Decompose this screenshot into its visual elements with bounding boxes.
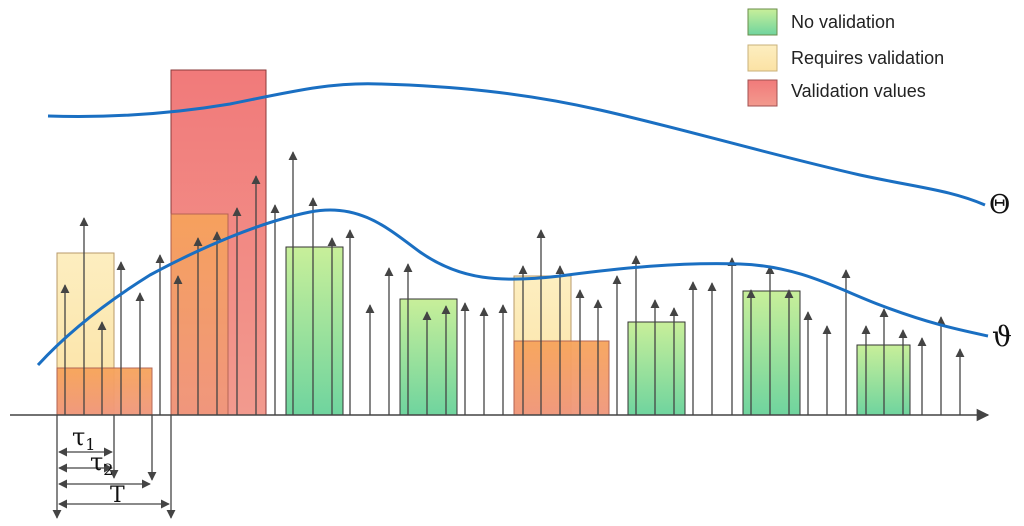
legend-item-requires-validation: Requires validation <box>747 44 944 72</box>
legend-item-validation-values: Validation values <box>747 79 926 107</box>
bar-validation-values-1 <box>56 367 153 416</box>
legend-swatch-green <box>747 8 778 36</box>
legend: No validation Requires validation Valida… <box>747 8 944 107</box>
period-label: T <box>110 483 125 508</box>
bar-no-validation-1 <box>285 246 344 416</box>
legend-item-no-validation: No validation <box>747 8 895 36</box>
bar-requires-validation-2 <box>170 213 229 416</box>
bar-validation-values-3 <box>513 340 610 416</box>
upper-curve-theta <box>47 82 986 207</box>
legend-swatch-yellow <box>747 44 778 72</box>
measurement-arrows <box>60 151 965 415</box>
lower-curve-vartheta <box>36 208 989 367</box>
legend-label-requires-validation: Requires validation <box>791 48 944 68</box>
bar-no-validation-4 <box>742 290 801 416</box>
tau1-label: τ1 <box>72 423 95 454</box>
legend-label-validation-values: Validation values <box>791 81 926 101</box>
tau2-label: τ2 <box>90 448 113 479</box>
legend-label-no-validation: No validation <box>791 12 895 32</box>
theta-label: Θ <box>989 190 1010 220</box>
vartheta-label: ϑ <box>992 320 1012 353</box>
legend-swatch-red <box>747 79 778 107</box>
period-annotations <box>52 415 176 519</box>
